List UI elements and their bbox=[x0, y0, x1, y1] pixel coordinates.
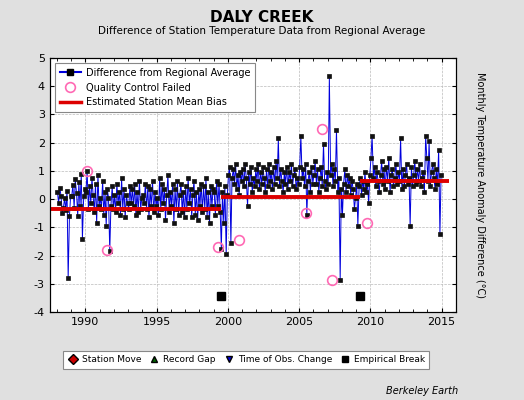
Text: Berkeley Earth: Berkeley Earth bbox=[386, 386, 458, 396]
Text: Difference of Station Temperature Data from Regional Average: Difference of Station Temperature Data f… bbox=[99, 26, 425, 36]
Y-axis label: Monthly Temperature Anomaly Difference (°C): Monthly Temperature Anomaly Difference (… bbox=[475, 72, 485, 298]
Legend: Station Move, Record Gap, Time of Obs. Change, Empirical Break: Station Move, Record Gap, Time of Obs. C… bbox=[63, 350, 429, 368]
Text: DALY CREEK: DALY CREEK bbox=[210, 10, 314, 25]
Legend: Difference from Regional Average, Quality Control Failed, Estimated Station Mean: Difference from Regional Average, Qualit… bbox=[54, 63, 255, 112]
